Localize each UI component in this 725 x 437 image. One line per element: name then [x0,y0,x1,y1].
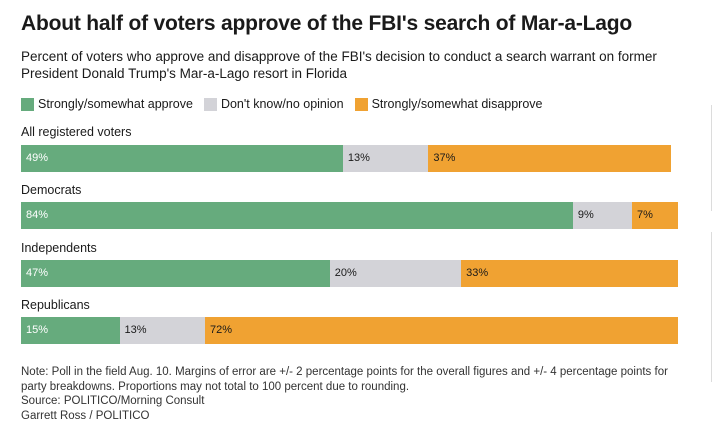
bar-segment-all-voters-approve: 49% [21,145,343,172]
legend-swatch-no-opinion [203,97,217,111]
data-label-independents-approve: 47% [26,267,49,279]
category-label-republicans: Republicans [21,298,90,312]
bar-independents: 47% 20% 33% [21,260,678,287]
bar-segment-all-voters-disapprove: 37% [428,145,672,172]
bar-segment-democrats-approve: 84% [21,202,573,229]
data-label-all-voters-disapprove: 37% [433,152,456,164]
legend-label-approve: Strongly/somewhat approve [38,97,193,111]
legend-swatch-approve [21,97,34,111]
bar-segment-republicans-approve: 15% [21,317,120,344]
legend-item-no-opinion: Don't know/no opinion [203,97,344,111]
bar-segment-independents-no-opinion: 20% [329,260,462,287]
legend-item-approve: Strongly/somewhat approve [21,97,193,111]
edge-divider-upper [711,105,712,211]
footer-note: Note: Poll in the field Aug. 10. Margins… [21,366,668,393]
bar-segment-republicans-no-opinion: 13% [119,317,205,344]
bar-democrats: 84% 9% 7% [21,202,678,229]
bar-segment-republicans-disapprove: 72% [204,317,678,344]
chart-subtitle: Percent of voters who approve and disapp… [21,49,657,81]
category-label-independents: Independents [21,241,97,255]
bar-segment-independents-disapprove: 33% [461,260,678,287]
data-label-republicans-no-opinion: 13% [124,324,147,336]
edge-divider-lower [711,232,712,382]
footer: Note: Poll in the field Aug. 10. Margins… [21,365,691,423]
data-label-democrats-disapprove: 7% [637,209,653,221]
data-label-independents-disapprove: 33% [466,267,489,279]
legend-swatch-disapprove [354,97,368,111]
legend-label-disapprove: Strongly/somewhat disapprove [371,97,543,111]
bar-segment-democrats-no-opinion: 9% [572,202,632,229]
data-label-all-voters-approve: 49% [26,152,49,164]
legend-item-disapprove: Strongly/somewhat disapprove [354,97,543,111]
bar-segment-independents-approve: 47% [21,260,330,287]
chart-title: About half of voters approve of the FBI'… [21,12,632,35]
category-label-democrats: Democrats [21,183,82,197]
footer-credit: Garrett Ross / POLITICO [21,409,150,422]
bar-all-voters: 49% 13% 37% [21,145,678,172]
bar-segment-all-voters-no-opinion: 13% [342,145,429,172]
data-label-all-voters-no-opinion: 13% [347,152,370,164]
data-label-independents-no-opinion: 20% [334,267,357,279]
data-label-republicans-approve: 15% [26,324,49,336]
category-label-all-voters: All registered voters [21,125,132,139]
footer-source: Source: POLITICO/Morning Consult [21,395,205,407]
legend-label-no-opinion: Don't know/no opinion [220,97,344,111]
legend: Strongly/somewhat approve Don't know/no … [21,95,554,113]
data-label-democrats-no-opinion: 9% [577,209,594,221]
data-label-democrats-approve: 84% [26,209,49,221]
bar-segment-democrats-disapprove: 7% [632,202,678,229]
bar-republicans: 15% 13% 72% [21,317,678,344]
data-label-republicans-disapprove: 72% [209,324,232,336]
